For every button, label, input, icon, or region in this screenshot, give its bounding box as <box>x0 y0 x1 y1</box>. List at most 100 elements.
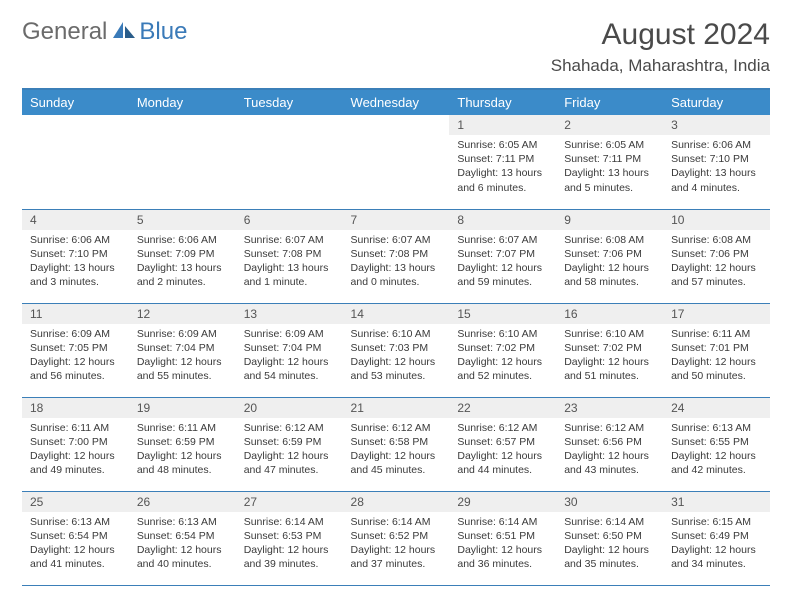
sunrise-text: Sunrise: 6:10 AM <box>457 327 548 341</box>
sunrise-text: Sunrise: 6:14 AM <box>457 515 548 529</box>
calendar-cell: 27 Sunrise: 6:14 AMSunset: 6:53 PMDayligh… <box>236 491 343 585</box>
sunrise-text: Sunrise: 6:06 AM <box>30 233 121 247</box>
day-details: Sunrise: 6:12 AMSunset: 6:56 PMDaylight:… <box>556 418 663 484</box>
sunset-text: Sunset: 7:10 PM <box>30 247 121 261</box>
sunrise-text: Sunrise: 6:14 AM <box>564 515 655 529</box>
day-number: 7 <box>343 210 450 230</box>
day-details: Sunrise: 6:14 AMSunset: 6:50 PMDaylight:… <box>556 512 663 578</box>
day-number: 13 <box>236 304 343 324</box>
calendar-table: Sunday Monday Tuesday Wednesday Thursday… <box>22 88 770 586</box>
calendar-cell: 12Sunrise: 6:09 AMSunset: 7:04 PMDayligh… <box>129 303 236 397</box>
day-number <box>236 115 343 121</box>
calendar-cell: 14Sunrise: 6:10 AMSunset: 7:03 PMDayligh… <box>343 303 450 397</box>
day-header: Thursday <box>449 89 556 115</box>
daylight-text: Daylight: 12 hours and 39 minutes. <box>244 543 335 571</box>
logo-sail-icon <box>111 20 137 45</box>
sunset-text: Sunset: 7:08 PM <box>244 247 335 261</box>
sunrise-text: Sunrise: 6:08 AM <box>564 233 655 247</box>
calendar-cell: 15Sunrise: 6:10 AMSunset: 7:02 PMDayligh… <box>449 303 556 397</box>
daylight-text: Daylight: 13 hours and 3 minutes. <box>30 261 121 289</box>
daylight-text: Daylight: 12 hours and 47 minutes. <box>244 449 335 477</box>
calendar-cell: 26Sunrise: 6:13 AMSunset: 6:54 PMDayligh… <box>129 491 236 585</box>
sunrise-text: Sunrise: 6:08 AM <box>671 233 762 247</box>
sunrise-text: Sunrise: 6:13 AM <box>30 515 121 529</box>
calendar-cell: 2Sunrise: 6:05 AMSunset: 7:11 PMDaylight… <box>556 115 663 209</box>
calendar-cell: 22Sunrise: 6:12 AMSunset: 6:57 PMDayligh… <box>449 397 556 491</box>
calendar-week-row: 25Sunrise: 6:13 AMSunset: 6:54 PMDayligh… <box>22 491 770 585</box>
day-number: 25 <box>22 492 129 512</box>
day-number: 1 <box>449 115 556 135</box>
day-number: 29 <box>449 492 556 512</box>
sunrise-text: Sunrise: 6:12 AM <box>564 421 655 435</box>
title-block: August 2024 Shahada, Maharashtra, India <box>551 18 770 76</box>
page-header: General Blue August 2024 Shahada, Mahara… <box>22 18 770 76</box>
day-header: Tuesday <box>236 89 343 115</box>
sunset-text: Sunset: 6:53 PM <box>244 529 335 543</box>
calendar-cell: 18Sunrise: 6:11 AMSunset: 7:00 PMDayligh… <box>22 397 129 491</box>
day-number: 21 <box>343 398 450 418</box>
day-number <box>129 115 236 121</box>
sunset-text: Sunset: 6:49 PM <box>671 529 762 543</box>
day-details: Sunrise: 6:08 AMSunset: 7:06 PMDaylight:… <box>556 230 663 296</box>
daylight-text: Daylight: 12 hours and 41 minutes. <box>30 543 121 571</box>
daylight-text: Daylight: 12 hours and 59 minutes. <box>457 261 548 289</box>
day-number: 2 <box>556 115 663 135</box>
calendar-cell <box>22 115 129 209</box>
day-number: 12 <box>129 304 236 324</box>
day-header: Saturday <box>663 89 770 115</box>
daylight-text: Daylight: 12 hours and 56 minutes. <box>30 355 121 383</box>
sunset-text: Sunset: 7:05 PM <box>30 341 121 355</box>
sunrise-text: Sunrise: 6:10 AM <box>351 327 442 341</box>
calendar-cell: 21Sunrise: 6:12 AMSunset: 6:58 PMDayligh… <box>343 397 450 491</box>
sunrise-text: Sunrise: 6:11 AM <box>137 421 228 435</box>
day-details: Sunrise: 6:12 AMSunset: 6:57 PMDaylight:… <box>449 418 556 484</box>
day-header-row: Sunday Monday Tuesday Wednesday Thursday… <box>22 89 770 115</box>
sunrise-text: Sunrise: 6:09 AM <box>244 327 335 341</box>
calendar-cell <box>236 115 343 209</box>
daylight-text: Daylight: 12 hours and 48 minutes. <box>137 449 228 477</box>
day-number <box>343 115 450 121</box>
daylight-text: Daylight: 13 hours and 1 minute. <box>244 261 335 289</box>
calendar-cell: 25 Sunrise: 6:13 AMSunset: 6:54 PMDayligh… <box>22 491 129 585</box>
sunrise-text: Sunrise: 6:06 AM <box>137 233 228 247</box>
sunrise-text: Sunrise: 6:11 AM <box>30 421 121 435</box>
day-number: 22 <box>449 398 556 418</box>
sunset-text: Sunset: 7:06 PM <box>671 247 762 261</box>
sunrise-text: Sunrise: 6:10 AM <box>564 327 655 341</box>
day-details: Sunrise: 6:15 AMSunset: 6:49 PMDaylight:… <box>663 512 770 578</box>
day-number: 27 <box>236 492 343 512</box>
sunset-text: Sunset: 7:11 PM <box>457 152 548 166</box>
daylight-text: Daylight: 12 hours and 58 minutes. <box>564 261 655 289</box>
sunrise-text: Sunrise: 6:14 AM <box>244 515 335 529</box>
day-header: Wednesday <box>343 89 450 115</box>
sunrise-text: Sunrise: 6:07 AM <box>244 233 335 247</box>
sunset-text: Sunset: 7:02 PM <box>457 341 548 355</box>
daylight-text: Daylight: 12 hours and 35 minutes. <box>564 543 655 571</box>
day-details: Sunrise: 6:09 AMSunset: 7:04 PMDaylight:… <box>236 324 343 390</box>
day-details: Sunrise: 6:09 AMSunset: 7:05 PMDaylight:… <box>22 324 129 390</box>
day-details: Sunrise: 6:12 AMSunset: 6:58 PMDaylight:… <box>343 418 450 484</box>
sunset-text: Sunset: 7:10 PM <box>671 152 762 166</box>
day-number: 11 <box>22 304 129 324</box>
daylight-text: Daylight: 13 hours and 5 minutes. <box>564 166 655 194</box>
day-number: 15 <box>449 304 556 324</box>
calendar-cell: 24Sunrise: 6:13 AMSunset: 6:55 PMDayligh… <box>663 397 770 491</box>
calendar-cell: 28Sunrise: 6:14 AMSunset: 6:52 PMDayligh… <box>343 491 450 585</box>
day-details: Sunrise: 6:07 AMSunset: 7:08 PMDaylight:… <box>236 230 343 296</box>
day-number: 17 <box>663 304 770 324</box>
day-number: 28 <box>343 492 450 512</box>
calendar-cell: 9Sunrise: 6:08 AMSunset: 7:06 PMDaylight… <box>556 209 663 303</box>
sunset-text: Sunset: 6:56 PM <box>564 435 655 449</box>
sunset-text: Sunset: 7:01 PM <box>671 341 762 355</box>
location-text: Shahada, Maharashtra, India <box>551 56 770 76</box>
sunrise-text: Sunrise: 6:07 AM <box>457 233 548 247</box>
daylight-text: Daylight: 13 hours and 4 minutes. <box>671 166 762 194</box>
sunset-text: Sunset: 7:04 PM <box>244 341 335 355</box>
day-number: 8 <box>449 210 556 230</box>
day-details: Sunrise: 6:06 AMSunset: 7:10 PMDaylight:… <box>22 230 129 296</box>
sunset-text: Sunset: 6:51 PM <box>457 529 548 543</box>
daylight-text: Daylight: 12 hours and 43 minutes. <box>564 449 655 477</box>
sunset-text: Sunset: 6:54 PM <box>30 529 121 543</box>
daylight-text: Daylight: 12 hours and 36 minutes. <box>457 543 548 571</box>
sunrise-text: Sunrise: 6:13 AM <box>671 421 762 435</box>
